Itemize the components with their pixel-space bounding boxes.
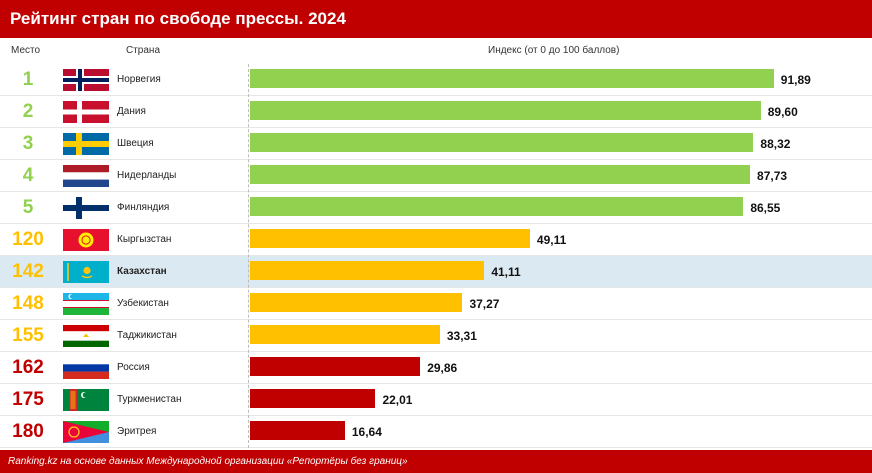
bar (250, 421, 345, 440)
chart-row: 4 Нидерланды 87,73 (0, 160, 872, 192)
bar (250, 325, 440, 344)
country-label: Норвегия (117, 74, 161, 85)
chart-row: 175 Туркменистан 22,01 (0, 384, 872, 416)
rank-label: 155 (12, 325, 44, 346)
flag-russia-icon (63, 357, 109, 379)
rank-label: 120 (12, 229, 44, 250)
value-label: 33,31 (446, 329, 477, 343)
rank-label: 2 (22, 101, 34, 122)
country-label: Дания (117, 106, 146, 117)
value-label: 86,55 (750, 201, 781, 215)
axis-divider (248, 64, 249, 448)
chart-row: 1 Норвегия 91,89 (0, 64, 872, 96)
bar (250, 389, 376, 408)
row-separator (0, 127, 872, 128)
country-label: Финляндия (117, 202, 170, 213)
value-label: 87,73 (757, 169, 788, 183)
value-label: 91,89 (780, 73, 811, 87)
rank-label: 4 (22, 165, 34, 186)
flag-uzbekistan-icon (63, 293, 109, 315)
bar (250, 197, 744, 216)
flag-finland-icon (63, 197, 109, 219)
country-label: Туркменистан (117, 394, 182, 405)
bar (250, 261, 485, 280)
value-label: 89,60 (767, 105, 798, 119)
row-separator (0, 287, 872, 288)
chart-row: 3 Швеция 88,32 (0, 128, 872, 160)
rank-label: 5 (22, 197, 34, 218)
source-footer: Ranking.kz на основе данных Международно… (0, 450, 872, 473)
value-label: 41,11 (491, 265, 521, 279)
value-label: 49,11 (536, 233, 567, 247)
row-separator (0, 95, 872, 96)
bar (250, 69, 774, 88)
row-separator (0, 319, 872, 320)
row-separator (0, 351, 872, 352)
rank-label: 162 (12, 357, 44, 378)
country-label: Таджикистан (117, 330, 177, 341)
country-label: Нидерланды (117, 170, 177, 181)
country-label: Эритрея (117, 426, 157, 437)
chart-row: 5 Финляндия 86,55 (0, 192, 872, 224)
rank-label: 175 (12, 389, 44, 410)
country-label: Россия (117, 362, 150, 373)
chart-row: 2 Дания 89,60 (0, 96, 872, 128)
bar (250, 229, 530, 248)
chart-rows: 1 Норвегия 91,89 2 Дания 89,60 3 Швеция 88,32 4 Ни… (0, 64, 872, 448)
country-label: Узбекистан (117, 298, 169, 309)
flag-norway-icon (63, 69, 109, 91)
flag-tajikistan-icon (63, 325, 109, 347)
chart-row: 142 Казахстан 41,11 (0, 256, 872, 288)
chart-title: Рейтинг стран по свободе прессы. 2024 (0, 0, 872, 38)
bar (250, 133, 754, 152)
rank-label: 3 (22, 133, 34, 154)
row-separator (0, 447, 872, 448)
flag-kyrgyzstan-icon (63, 229, 109, 251)
value-label: 16,64 (351, 425, 382, 439)
bar (250, 101, 761, 120)
rank-label: 1 (22, 69, 34, 90)
rank-label: 180 (12, 421, 44, 442)
flag-denmark-icon (63, 101, 109, 123)
flag-sweden-icon (63, 133, 109, 155)
rank-column-header: Место (11, 45, 41, 56)
index-column-header: Индекс (от 0 до 100 баллов) (488, 45, 620, 56)
chart-row: 162 Россия 29,86 (0, 352, 872, 384)
country-label: Швеция (117, 138, 154, 149)
country-label: Кыргызстан (117, 234, 172, 245)
value-label: 22,01 (382, 393, 413, 407)
flag-turkmenistan-icon (63, 389, 109, 411)
chart-row: 148 Узбекистан 37,27 (0, 288, 872, 320)
bar (250, 357, 421, 376)
chart-row: 180 Эритрея 16,64 (0, 416, 872, 448)
bar (250, 165, 751, 184)
rank-label: 148 (12, 293, 44, 314)
row-separator (0, 383, 872, 384)
country-label: Казахстан (117, 266, 167, 277)
rank-label: 142 (12, 261, 44, 282)
row-separator (0, 415, 872, 416)
chart-row: 120 Кыргызстан 49,11 (0, 224, 872, 256)
value-label: 88,32 (760, 137, 791, 151)
row-separator (0, 191, 872, 192)
row-separator (0, 159, 872, 160)
bar (250, 293, 463, 312)
flag-eritrea-icon (63, 421, 109, 443)
flag-kazakhstan-icon (63, 261, 109, 283)
value-label: 29,86 (427, 361, 458, 375)
flag-netherlands-icon (63, 165, 109, 187)
chart-row: 155 Таджикистан 33,31 (0, 320, 872, 352)
row-separator (0, 223, 872, 224)
value-label: 37,27 (469, 297, 500, 311)
country-column-header: Страна (126, 45, 161, 56)
row-separator (0, 255, 872, 256)
